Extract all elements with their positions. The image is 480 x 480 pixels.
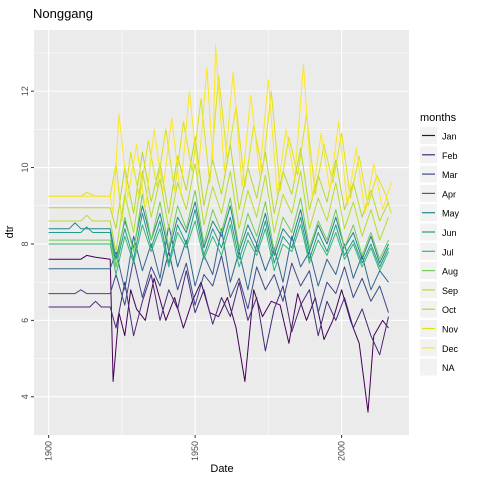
chart-title: Nonggang xyxy=(33,6,93,21)
series-line-jan xyxy=(48,254,389,413)
legend-label: Jan xyxy=(442,132,457,142)
legend-label: Apr xyxy=(442,189,456,199)
legend-label: Oct xyxy=(442,305,457,315)
x-axis-title: Date xyxy=(210,463,233,475)
series-line-may xyxy=(48,201,389,264)
series-line-feb xyxy=(48,270,389,356)
series-lines xyxy=(48,44,392,413)
series-line-nov xyxy=(48,75,392,222)
legend-label: NA xyxy=(442,363,455,373)
legend-label: Dec xyxy=(442,344,459,354)
series-line-oct xyxy=(48,136,389,230)
series-line-jul xyxy=(48,220,389,275)
legend-label: Jun xyxy=(442,228,457,238)
y-axis-title: dtr xyxy=(4,225,16,238)
series-line-jun xyxy=(48,209,389,268)
legend-label: Jul xyxy=(442,247,454,257)
x-tick-label: 1900 xyxy=(44,441,54,461)
y-tick-label: 6 xyxy=(20,318,30,323)
legend: months Jan Feb Mar Apr May Jun Jul Aug Sep Oct Nov… xyxy=(420,112,460,376)
series-line-dec xyxy=(48,44,392,214)
y-tick-label: 12 xyxy=(20,86,30,96)
x-tick-label: 1950 xyxy=(190,441,200,461)
series-line-apr xyxy=(48,224,389,291)
legend-label: May xyxy=(442,209,460,219)
legend-label: Aug xyxy=(442,267,458,277)
legend-label: Nov xyxy=(442,325,459,335)
legend-label: Sep xyxy=(442,286,458,296)
series-line-sep xyxy=(48,163,389,253)
legend-title: months xyxy=(420,112,457,124)
legend-key xyxy=(420,358,437,376)
series-line-aug xyxy=(48,190,389,268)
y-tick-label: 4 xyxy=(20,394,30,399)
x-tick-label: 2000 xyxy=(337,441,347,461)
y-axis: 4 6 8 10 12 xyxy=(20,86,34,399)
y-tick-label: 10 xyxy=(20,163,30,173)
x-axis: 1900 1950 2000 xyxy=(44,435,347,461)
legend-label: Feb xyxy=(442,151,458,161)
legend-label: Mar xyxy=(442,170,458,180)
y-tick-label: 8 xyxy=(20,241,30,246)
series-line-mar xyxy=(48,251,389,314)
